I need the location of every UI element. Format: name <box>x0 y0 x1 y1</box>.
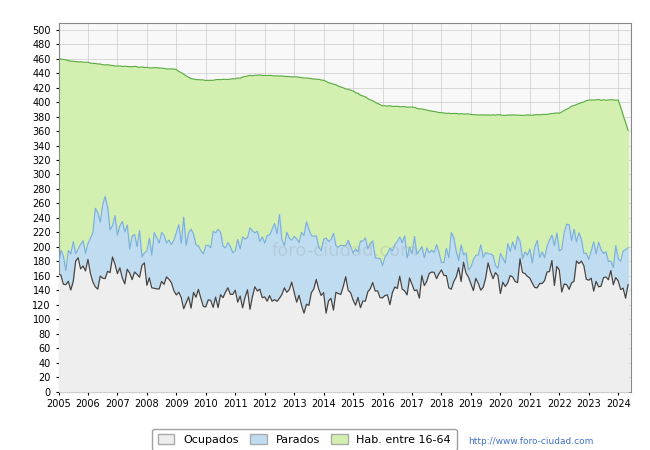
Text: foro-ciudad.com: foro-ciudad.com <box>271 242 418 260</box>
Text: Quesa - Evolucion de la poblacion en edad de Trabajar Mayo de 2024: Quesa - Evolucion de la poblacion en eda… <box>108 10 542 22</box>
Text: http://www.foro-ciudad.com: http://www.foro-ciudad.com <box>468 436 593 446</box>
Legend: Ocupados, Parados, Hab. entre 16-64: Ocupados, Parados, Hab. entre 16-64 <box>152 429 457 450</box>
